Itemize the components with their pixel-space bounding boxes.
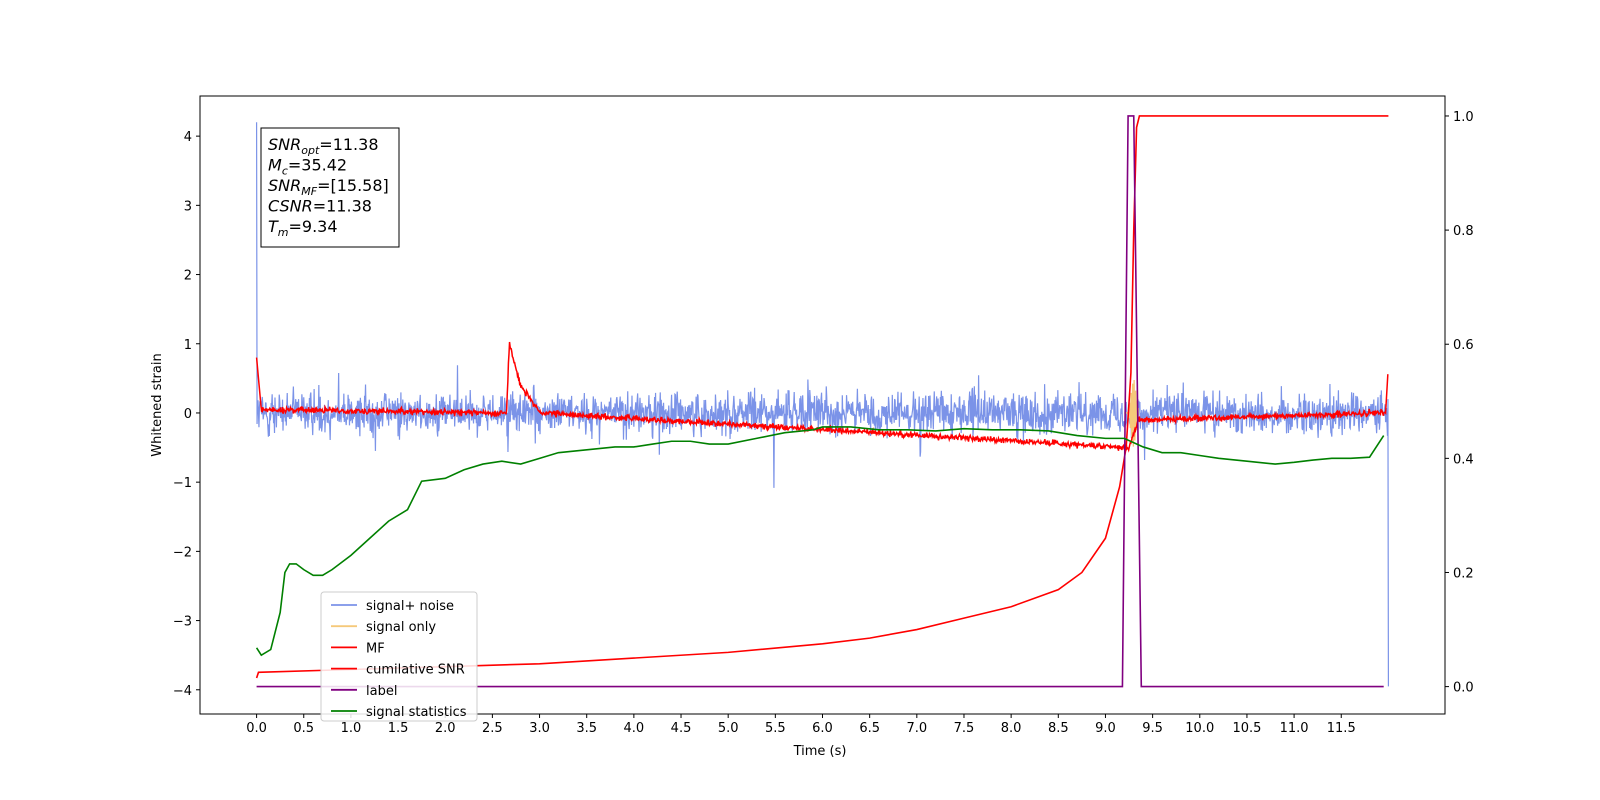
x-tick-label: 1.0 [341,721,362,736]
annotation-line: Mc=35.42 [268,156,347,178]
legend: signal+ noise signal only MF cumilative SNR… [320,591,478,722]
y-tick-label-left: 2 [184,269,192,284]
annotation-box: SNRopt=11.38Mc=35.42SNRMF=[15.58]CSNR=11… [260,127,400,248]
x-tick-label: 2.5 [482,721,503,736]
x-tick-label: 3.0 [529,721,550,736]
x-tick-label: 11.5 [1327,721,1356,736]
x-tick-label: 11.0 [1280,721,1309,736]
y-tick-label-left: −2 [173,545,192,560]
annotation-line: Tm=9.34 [268,217,338,239]
series-cumilative-snr [255,115,1389,679]
plot-area [255,115,1390,688]
y-tick-label-right: 0.8 [1453,224,1474,239]
x-tick-label: 6.5 [859,721,880,736]
series-signal-only [1124,379,1139,447]
x-tick-label: 2.0 [435,721,456,736]
x-tick-label: 8.5 [1048,721,1069,736]
x-tick-label: 1.5 [388,721,409,736]
x-tick-label: 0.5 [293,721,314,736]
y-tick-label-left: 0 [184,407,192,422]
y-axis-label: Whitened strain [150,353,165,456]
y-tick-label-left: 3 [184,199,192,214]
legend-label-label: label [366,684,397,699]
y-tick-label-right: 0.0 [1453,681,1474,696]
x-tick-label: 10.0 [1185,721,1214,736]
series-mf [255,341,1389,453]
x-tick-label: 7.5 [954,721,975,736]
y-tick-label-left: −3 [173,615,192,630]
y-tick-label-left: −1 [173,476,192,491]
y-tick-label-left: 1 [184,338,192,353]
y-tick-label-right: 0.2 [1453,566,1474,581]
annotation-line: CSNR=11.38 [268,197,372,216]
x-tick-label: 4.5 [671,721,692,736]
legend-label-signal-statistics: signal statistics [366,705,467,720]
y-tick-label-left: −4 [173,684,192,699]
y-tick-label-right: 0.4 [1453,452,1474,467]
x-tick-label: 9.0 [1095,721,1116,736]
x-tick-label: 0.0 [246,721,267,736]
x-tick-label: 4.0 [624,721,645,736]
legend-frame [320,591,478,722]
x-axis-label: Time (s) [793,744,847,759]
axis-ticks: 0.0 0.5 1.0 1.5 2.0 2.5 3.0 3.5 4.0 4.5 5.0 5.5 6.0 6… [173,110,1474,736]
annotation-line: SNRopt=11.38 [268,135,379,157]
x-tick-label: 7.0 [906,721,927,736]
y-tick-label-right: 0.6 [1453,338,1474,353]
annotation-line: SNRMF=[15.58] [268,176,389,198]
y-tick-label-right: 1.0 [1453,110,1474,125]
x-tick-label: 6.0 [812,721,833,736]
x-tick-label: 5.0 [718,721,739,736]
annotation-frame [260,127,400,248]
legend-label-signal-noise: signal+ noise [366,599,454,614]
y-tick-label-left: 4 [184,130,192,145]
legend-label-cumilative-snr: cumilative SNR [366,663,465,678]
legend-label-mf: MF [366,641,385,656]
x-tick-label: 3.5 [576,721,597,736]
x-tick-label: 10.5 [1232,721,1261,736]
x-tick-label: 9.5 [1142,721,1163,736]
x-tick-label: 8.0 [1001,721,1022,736]
legend-label-signal-only: signal only [366,620,436,635]
x-tick-label: 5.5 [765,721,786,736]
series-label [256,115,1384,688]
series-signal-statistics [255,426,1385,657]
